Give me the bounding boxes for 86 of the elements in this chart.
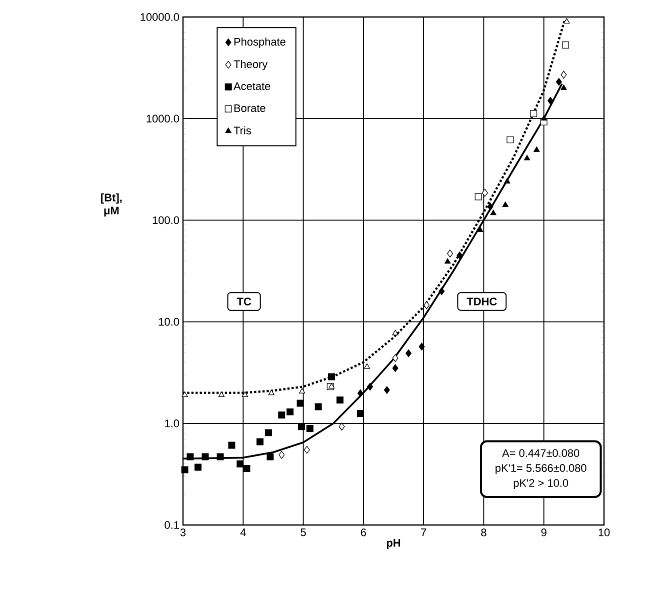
y-tick-label: 10.0 [158,318,180,326]
legend-label: Borate [234,104,266,112]
point [392,330,398,336]
point [336,396,344,404]
point [560,84,567,90]
annotation: pK'1= 5.566±0.080 [496,464,586,474]
x-tick-label: 9 [541,528,546,536]
x-tick-label: 4 [240,528,246,536]
point [242,392,248,397]
point [474,193,482,200]
legend-label: Phosphate [234,38,286,48]
legend-label: Acetate [234,82,270,90]
point [181,466,188,474]
x-tick-label: 7 [421,528,426,536]
point [564,18,570,24]
point [384,386,390,394]
point [504,178,510,184]
point [278,412,286,418]
point [304,446,310,454]
point [298,423,305,430]
point [506,136,514,144]
point [364,363,370,369]
point [296,400,304,407]
point [482,188,488,197]
point [540,115,547,120]
point [202,453,209,460]
annotation: A= 0.447±0.080 [502,449,580,457]
y-axis-title: [Bt], μM [101,193,122,217]
x-tick-label: 8 [481,528,486,536]
point [447,250,454,258]
point [299,388,306,394]
point [424,301,430,309]
point [314,403,322,410]
x-axis-title: pH [386,539,400,549]
point [278,450,285,459]
point [228,442,236,449]
point [264,429,272,436]
point [268,390,274,396]
point [357,389,364,398]
point [236,460,244,468]
y-tick-label: 1.0 [165,420,180,428]
point [530,110,538,118]
point [444,258,451,264]
point [356,410,364,418]
point [524,154,530,160]
point [456,252,463,260]
point [490,210,496,216]
point [406,349,412,358]
y-tick-label: 1000.0 [146,114,180,122]
x-tick-label: 3 [180,528,186,536]
annotation: TC [236,298,252,306]
point [367,382,374,391]
point [547,96,554,105]
point [306,425,314,432]
point [243,464,250,472]
point [562,42,569,48]
point [194,464,202,471]
point [218,392,225,397]
point [487,202,494,211]
annotation: pK'2 > 10.0 [514,479,568,490]
x-tick-label: 10 [598,528,610,536]
point [256,438,264,446]
x-tick-label: 5 [300,528,306,536]
point [418,342,425,350]
legend-label: Theory [234,60,268,70]
y-tick-label: 100.0 [152,216,180,224]
x-tick-label: 6 [360,528,366,536]
point [556,78,562,86]
point [392,364,398,372]
point [266,453,274,460]
y-tick-label: 0.1 [164,521,179,529]
point [438,287,445,296]
point [216,453,224,460]
point [328,373,336,380]
point [182,392,188,397]
point [338,422,345,430]
point [477,226,484,232]
point [286,408,294,416]
y-tick-label: 10000.0 [140,13,180,21]
point [502,202,508,207]
annotation: TDHC [466,298,497,306]
point [392,354,398,362]
point [186,453,194,460]
legend-label: Tris [234,126,251,134]
point [560,70,567,79]
point [534,146,540,152]
